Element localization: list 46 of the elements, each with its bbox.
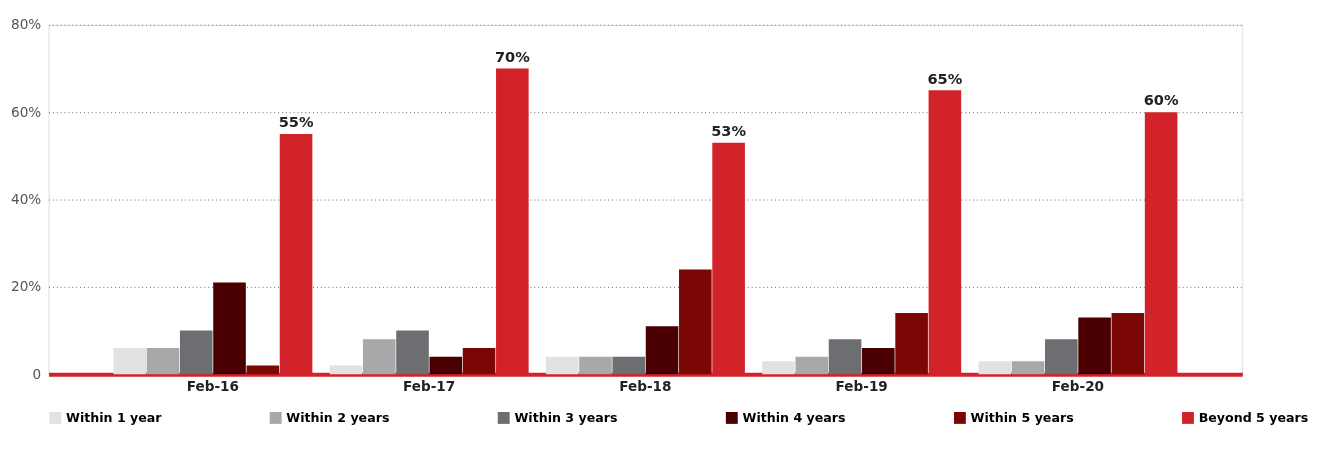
bar (146, 348, 180, 375)
bar (679, 269, 712, 375)
x-tick-label: Feb-17 (403, 378, 456, 395)
bar (329, 365, 363, 375)
bar (978, 361, 1012, 375)
bar (895, 313, 928, 375)
legend-label: Within 3 years (514, 409, 618, 425)
bar (545, 356, 579, 375)
bar (179, 330, 213, 375)
bar (1011, 361, 1045, 375)
legend-label: Within 5 years (970, 409, 1074, 425)
data-label: 60% (1143, 91, 1179, 109)
x-tick-label: Feb-18 (619, 378, 672, 395)
bar (828, 339, 862, 375)
bar (1078, 317, 1111, 375)
bar (113, 348, 147, 375)
y-tick-label: 80% (11, 16, 42, 33)
bar (795, 356, 829, 375)
x-tick-label: Feb-16 (186, 378, 239, 395)
x-tick-label: Feb-20 (1051, 378, 1105, 395)
legend-label: Beyond 5 years (1198, 409, 1309, 425)
data-label: 55% (278, 113, 314, 131)
bar (1045, 339, 1078, 375)
bar (762, 361, 795, 375)
y-tick-label: 0 (32, 365, 42, 382)
bar (862, 348, 895, 375)
y-tick-label: 60% (11, 103, 42, 120)
bar (396, 330, 429, 375)
bar (462, 348, 496, 375)
bar (579, 356, 612, 375)
legend-label: Within 1 year (66, 409, 163, 425)
y-tick-label: 40% (11, 190, 42, 207)
y-tick-label: 20% (11, 278, 42, 295)
bar (213, 282, 246, 375)
legend-label: Within 2 years (286, 409, 390, 425)
legend-label: Within 4 years (742, 409, 846, 425)
data-label: 65% (927, 69, 963, 87)
bar (246, 365, 280, 375)
x-tick-label: Feb-19 (835, 378, 888, 395)
bar (362, 339, 396, 375)
data-label: 53% (711, 121, 747, 139)
bar (1111, 313, 1145, 375)
bar (645, 326, 679, 375)
data-label: 70% (494, 47, 531, 65)
bar (429, 356, 463, 375)
bar (612, 356, 646, 375)
